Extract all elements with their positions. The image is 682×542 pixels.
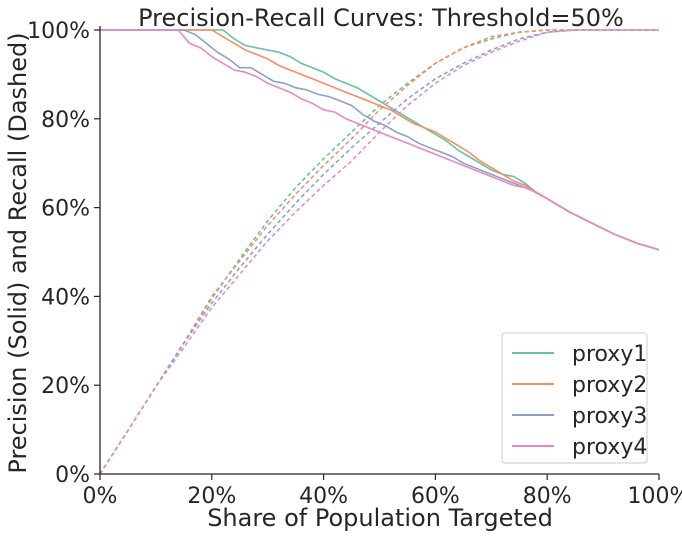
x-tick-label: 0% — [83, 484, 118, 509]
y-tick-label: 60% — [41, 197, 90, 222]
legend-label-proxy2: proxy2 — [572, 373, 647, 398]
y-tick-label: 20% — [41, 374, 90, 399]
legend-label-proxy1: proxy1 — [572, 342, 647, 367]
legend-label-proxy4: proxy4 — [572, 435, 647, 460]
x-tick-label: 100% — [628, 484, 682, 509]
legend: proxy1 proxy2 proxy3 proxy4 — [501, 332, 648, 464]
x-axis-label: Share of Population Targeted — [207, 504, 553, 532]
y-tick-label: 40% — [41, 285, 90, 310]
precision-line-proxy2 — [100, 29, 660, 251]
x-tick-label: 60% — [411, 484, 460, 509]
lines-layer — [99, 29, 660, 475]
y-tick-label: 0% — [55, 463, 90, 488]
recall-line-proxy4 — [99, 29, 659, 475]
chart-title: Precision-Recall Curves: Threshold=50% — [138, 4, 624, 32]
precision-line-proxy1 — [100, 29, 660, 251]
x-tick-label: 80% — [523, 484, 572, 509]
legend-box — [501, 332, 648, 464]
y-axis-label: Precision (Solid) and Recall (Dashed) — [4, 32, 32, 473]
recall-line-proxy3 — [99, 29, 659, 475]
axes-layer: 0% 20% 40% 60% 80% 100% 0% 20% 40% 60% 80% 100% — [27, 19, 682, 509]
y-tick-label: 80% — [41, 108, 90, 133]
x-tick-label: 40% — [299, 484, 348, 509]
precision-line-proxy3 — [100, 29, 660, 251]
x-tick-label: 20% — [187, 484, 236, 509]
precision-line-proxy4 — [100, 29, 660, 251]
y-tick-label: 100% — [27, 19, 90, 44]
legend-label-proxy3: proxy3 — [572, 404, 647, 429]
